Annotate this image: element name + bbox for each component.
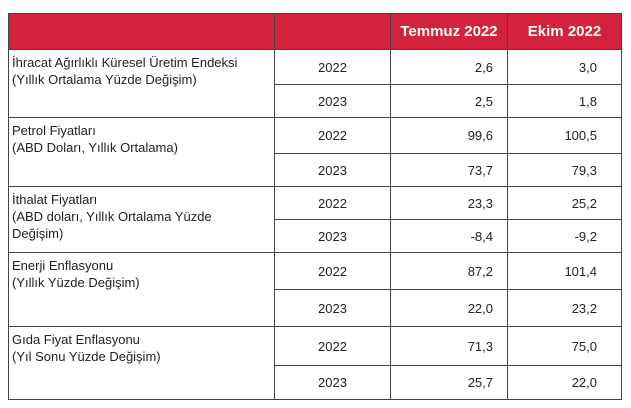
year-cell: 2022 [274,49,391,85]
indicator-label: Enerji Enflasyonu (Yıllık Yüzde Değişim) [8,252,275,327]
temmuz-value-cell: 99,6 [390,117,508,154]
table-header-row: Temmuz 2022 Ekim 2022 [8,13,622,50]
indicator-label-line: (ABD Doları, Yıllık Ortalama) [12,140,178,155]
temmuz-value-cell: 22,0 [390,289,508,327]
temmuz-value-cell: 25,7 [390,365,508,400]
year-cell: 2022 [274,186,391,220]
year-cell: 2023 [274,153,391,187]
ekim-value-cell: 3,0 [507,49,622,85]
header-ekim-2022: Ekim 2022 [507,13,622,50]
temmuz-value-cell: 87,2 [390,252,508,290]
year-cell: 2023 [274,219,391,253]
ekim-value-cell: 75,0 [507,326,622,366]
indicator-label-line: İthalat Fiyatları [12,192,98,207]
temmuz-value-cell: 2,6 [390,49,508,85]
temmuz-value-cell: 73,7 [390,153,508,187]
ekim-value-cell: 23,2 [507,289,622,327]
temmuz-value-cell: 23,3 [390,186,508,220]
table-row: 2023 73,7 79,3 [9,153,622,187]
header-year [274,13,391,50]
indicator-label: Gıda Fiyat Enflasyonu (Yıl Sonu Yüzde Değ… [8,326,275,400]
ekim-value-cell: 1,8 [507,84,622,118]
indicator-label-line: Enerji Enflasyonu [12,258,114,273]
table-row: Petrol Fiyatları (ABD Doları, Yıllık Orta… [8,117,622,187]
ekim-value-cell: 101,4 [507,252,622,290]
ekim-value-cell: 100,5 [507,117,622,154]
table-row: 2023 25,7 22,0 [9,365,622,400]
temmuz-value-cell: -8,4 [390,219,508,253]
table-row: 2023 22,0 23,2 [9,289,622,327]
year-cell: 2023 [274,289,391,327]
forecast-table: Temmuz 2022 Ekim 2022 İhracat Ağırlıklı … [8,13,622,400]
ekim-value-cell: 22,0 [507,365,622,400]
ekim-value-cell: 25,2 [507,186,622,220]
table-row: İhracat Ağırlıklı Küresel Üretim Endeksi… [8,49,622,118]
indicator-label-line: Petrol Fiyatları [12,123,96,138]
year-cell: 2022 [274,326,391,366]
year-cell: 2022 [274,117,391,154]
ekim-value-cell: -9,2 [507,219,622,253]
year-cell: 2023 [274,365,391,400]
indicator-label-line: (Yıl Sonu Yüzde Değişim) [12,349,161,364]
header-indicator [8,13,275,50]
table-row: Gıda Fiyat Enflasyonu (Yıl Sonu Yüzde Değ… [8,326,622,400]
table-row: İthalat Fiyatları (ABD doları, Yıllık Ort… [8,186,622,253]
table-row: 2023 -8,4 -9,2 [9,219,622,253]
indicator-label-line: Gıda Fiyat Enflasyonu [12,332,140,347]
year-cell: 2022 [274,252,391,290]
indicator-label-line: (Yıllık Ortalama Yüzde Değişim) [12,72,197,87]
temmuz-value-cell: 71,3 [390,326,508,366]
indicator-label-line: (Yıllık Yüzde Değişim) [12,275,140,290]
table-row: Enerji Enflasyonu (Yıllık Yüzde Değişim) 2… [8,252,622,327]
indicator-label-line: (ABD doları, Yıllık Ortalama Yüzde [12,209,212,224]
indicator-label: Petrol Fiyatları (ABD Doları, Yıllık Orta… [8,117,275,187]
table-row: 2023 2,5 1,8 [9,84,622,118]
ekim-value-cell: 79,3 [507,153,622,187]
indicator-label: İthalat Fiyatları (ABD doları, Yıllık Ort… [8,186,275,253]
indicator-label-line: İhracat Ağırlıklı Küresel Üretim Endeksi [12,55,238,70]
indicator-label: İhracat Ağırlıklı Küresel Üretim Endeksi… [8,49,275,118]
temmuz-value-cell: 2,5 [390,84,508,118]
header-temmuz-2022: Temmuz 2022 [390,13,508,50]
year-cell: 2023 [274,84,391,118]
indicator-label-line: Değişim) [12,226,64,241]
